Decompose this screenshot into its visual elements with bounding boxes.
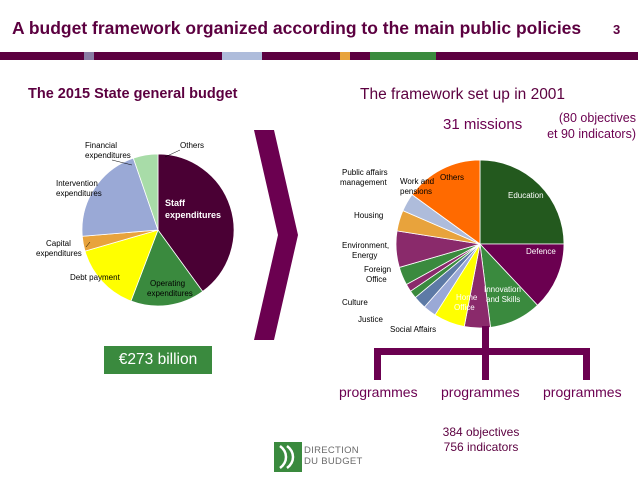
left-panel-heading: The 2015 State general budget — [28, 86, 238, 102]
missions-count: 31 missions — [443, 116, 523, 133]
band-segment — [370, 52, 436, 60]
state-budget-pie: Financial expenditures Others Interventio… — [36, 141, 235, 307]
band-segment — [94, 52, 222, 60]
pie-label-social-affairs: Social Affairs — [390, 325, 436, 334]
chevron-right-icon — [254, 130, 298, 340]
objectives-indicators-note: (80 objectives et 90 indicators) — [528, 110, 636, 142]
programmes-label: programmes — [441, 384, 520, 400]
leader-line — [85, 241, 91, 248]
band-segment — [340, 52, 350, 60]
direction-budget-logo-text: DIRECTION DU BUDGET — [304, 445, 363, 467]
pie-label-education: Education — [508, 191, 544, 200]
indicators-line: et 90 indicators) — [547, 127, 636, 141]
band-segment — [222, 52, 262, 60]
pie-label-innovation: Innovation and Skills — [484, 285, 521, 304]
logo-line2: DU BUDGET — [304, 456, 363, 467]
pie-label-work-pensions: Work and pensions — [400, 177, 434, 196]
band-segment — [84, 52, 94, 60]
programmes-label: programmes — [543, 384, 622, 400]
band-segment — [262, 52, 340, 60]
pie-label-culture: Culture — [342, 298, 368, 307]
pie-slice-6 — [132, 153, 159, 231]
pie-label-intervention: Intervention expenditures — [56, 179, 102, 198]
logo-line1: DIRECTION — [304, 445, 359, 456]
pie-label-housing: Housing — [354, 211, 383, 220]
band-segment — [436, 52, 638, 60]
pie-label-foreign-office: Foreign Office — [364, 265, 391, 284]
page-number: 3 — [613, 22, 621, 37]
pie-slice-13 — [411, 159, 481, 245]
direction-budget-logo-icon — [274, 442, 302, 472]
pie-label-public-affairs: Public affairs management — [340, 168, 388, 187]
indicators-count: 756 indicators — [443, 440, 519, 454]
leader-line — [164, 149, 181, 158]
pie-slice-0 — [479, 159, 565, 245]
pie-label-staff: Staff expenditures — [165, 198, 221, 220]
pie-label-debt: Debt payment — [70, 273, 121, 282]
programmes-label: programmes — [339, 384, 418, 400]
pie-label-justice: Justice — [358, 315, 383, 324]
pie-slice-2 — [84, 229, 159, 302]
pie-label-home-office: Home Office — [454, 293, 478, 312]
pie-label-others: Others — [440, 173, 464, 182]
pie-label-financial: Financial expenditures — [85, 141, 131, 160]
objectives-count: 384 objectives — [442, 425, 520, 439]
objectives-indicators-stats: 384 objectives 756 indicators — [441, 425, 521, 455]
pie-slice-1 — [130, 229, 204, 307]
page-title: A budget framework organized according t… — [12, 18, 582, 38]
objectives-line: (80 objectives — [558, 111, 636, 125]
pie-slice-4 — [81, 157, 159, 237]
color-band — [0, 52, 638, 60]
missions-pie: Public affairs management Work and pension… — [340, 159, 565, 334]
right-panel-heading: The framework set up in 2001 — [360, 86, 566, 103]
programmes-bracket — [374, 326, 590, 380]
band-segment — [350, 52, 370, 60]
pie-label-defence: Defence — [526, 247, 556, 256]
pie-slice-1 — [479, 243, 565, 306]
pie-label-operating: Operating expenditures — [147, 279, 193, 298]
pie-slice-0 — [157, 153, 235, 293]
pie-label-environment: Environment, Energy — [342, 241, 389, 260]
pie-label-others: Others — [180, 141, 204, 150]
leader-line — [111, 159, 133, 166]
band-segment — [0, 52, 84, 60]
pie-label-capital: Capital expenditures — [36, 239, 82, 258]
total-budget-box: €273 billion — [104, 346, 212, 374]
